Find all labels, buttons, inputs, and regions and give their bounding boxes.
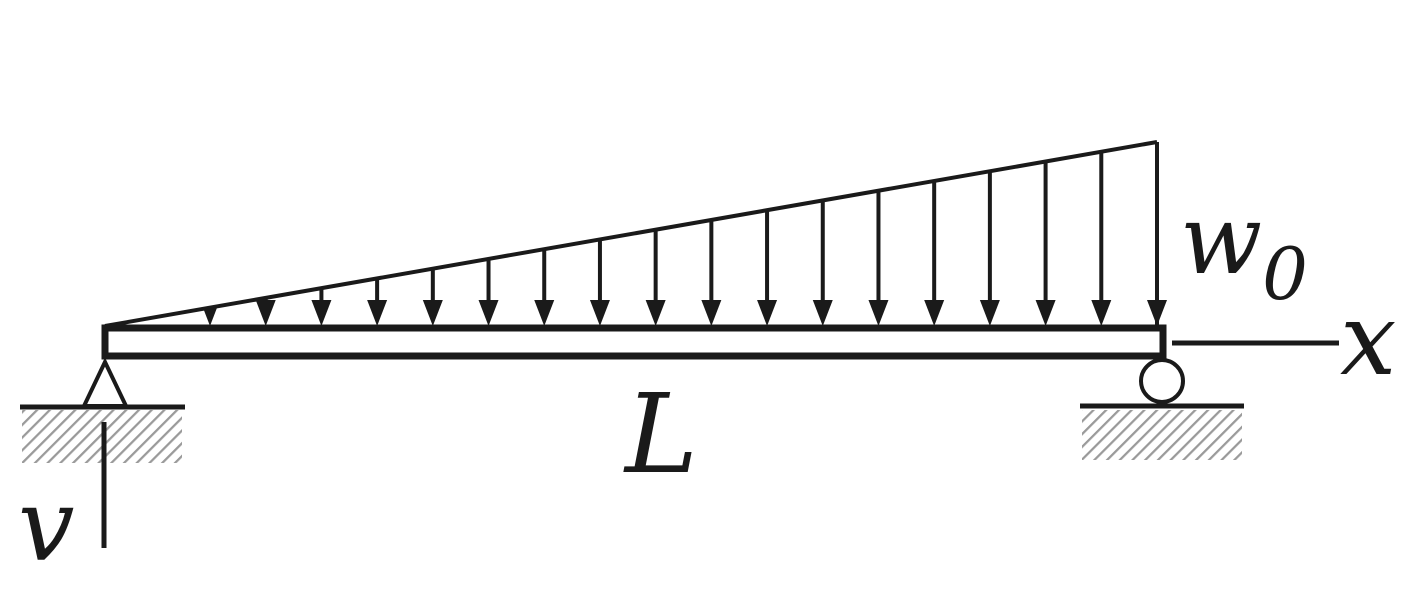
load-arrows (202, 142, 1167, 326)
load-arrow-head (255, 300, 276, 326)
load-arrow-head (979, 300, 1000, 326)
load-arrow (812, 200, 833, 326)
beam (101, 324, 1167, 360)
v-axis-label: v (18, 467, 75, 584)
load-arrow (534, 249, 555, 326)
load-arrow (645, 229, 666, 326)
load-arrow (924, 180, 945, 326)
load-arrow-head (422, 300, 443, 326)
load-arrow-head (589, 300, 610, 326)
load-arrow-head (868, 300, 889, 326)
load-arrow-head (701, 300, 722, 326)
load-arrow (589, 239, 610, 326)
load-envelope-line (104, 140, 1158, 328)
load-arrow (1147, 142, 1167, 326)
load-arrow (422, 268, 443, 326)
load-arrow-head (924, 300, 945, 326)
triangular-load (104, 140, 1167, 328)
load-arrow (1035, 161, 1056, 326)
load-arrow (1091, 151, 1112, 326)
load-subscript: 0 (1262, 232, 1308, 316)
pin-triangle (80, 357, 130, 408)
load-arrow-head (757, 300, 778, 326)
load-arrow-head (367, 300, 388, 326)
span-label: L (623, 370, 698, 498)
load-arrow (868, 190, 889, 326)
load-arrow (478, 258, 499, 326)
load-arrow-head (202, 307, 218, 326)
load-arrow (701, 219, 722, 326)
load-arrow-head (812, 300, 833, 326)
load-arrow-head (1091, 300, 1112, 326)
load-arrow (202, 307, 218, 326)
load-arrow-head (534, 300, 555, 326)
load-arrow-head (478, 300, 499, 326)
load-arrow-head (1035, 300, 1056, 326)
roller-circle (1139, 358, 1185, 404)
roller-support (1080, 358, 1244, 460)
load-arrow (979, 171, 1000, 326)
x-axis-label: x (1340, 281, 1396, 398)
load-arrow-head (311, 300, 332, 326)
load-intensity-label: w0 (1180, 184, 1308, 316)
load-arrow-head (645, 300, 666, 326)
load-arrow (367, 278, 388, 326)
ground-hatch-right (1082, 410, 1242, 460)
load-arrow (311, 288, 332, 326)
load-arrow-head (1147, 300, 1167, 326)
load-arrow (255, 297, 276, 326)
load-arrow (757, 210, 778, 326)
